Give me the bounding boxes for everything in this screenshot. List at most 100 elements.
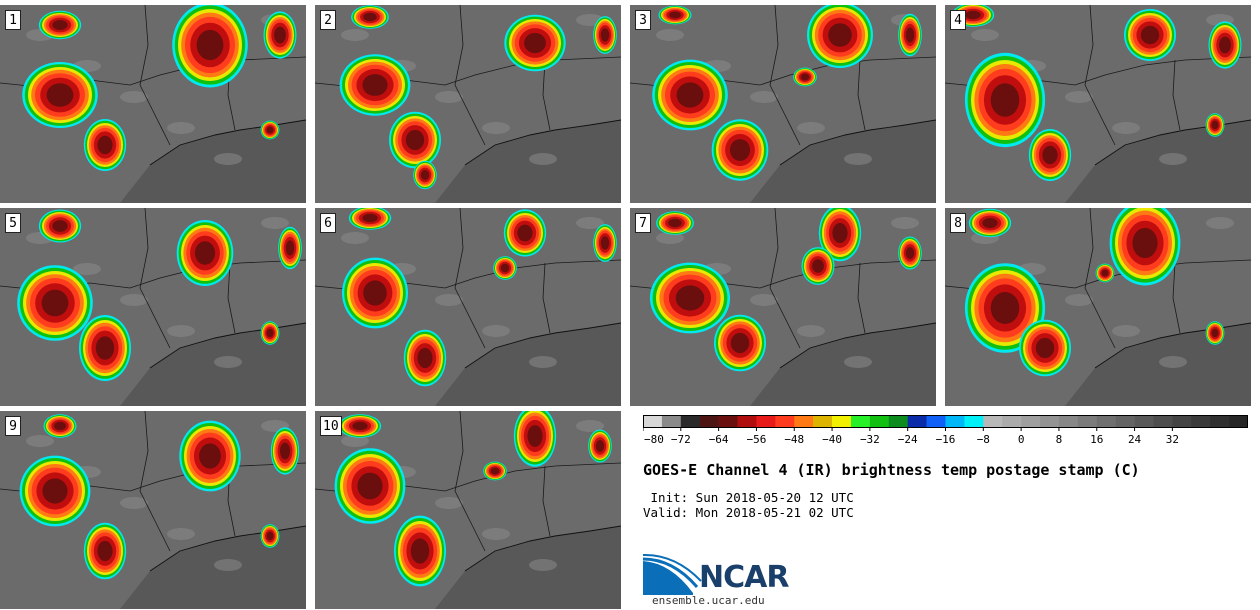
coastline <box>779 322 936 369</box>
convective-cell <box>285 240 295 256</box>
colorbar-tick-label: −32 <box>860 433 880 445</box>
convective-cell <box>490 467 500 475</box>
state-border <box>454 5 486 146</box>
coastline <box>464 322 621 369</box>
panel-label: 2 <box>320 10 336 30</box>
colorbar-tick-label: −64 <box>709 433 729 445</box>
convective-cell <box>41 289 69 317</box>
convective-cell <box>675 285 705 311</box>
gulf-of-mexico <box>120 323 306 406</box>
colorbar-swatch <box>1134 415 1154 428</box>
colorbar-swatch <box>794 415 814 428</box>
panel-label: 4 <box>950 10 966 30</box>
cloud-wisp <box>529 153 557 165</box>
colorbar-swatch <box>1115 415 1135 428</box>
convective-cell <box>52 20 68 30</box>
temperature-colorbar: −80 −72 −64 −56 −48 −40 −32 −24 −16 −8 0 8 16 24 32 <box>643 415 1248 445</box>
convective-cell <box>196 29 224 61</box>
convective-cell <box>363 12 377 22</box>
cloud-wisp <box>576 217 604 229</box>
convective-cell <box>1042 145 1058 165</box>
colorbar-swatch <box>1172 415 1192 428</box>
gulf-of-mexico <box>120 526 306 609</box>
cloud-wisp <box>167 528 195 540</box>
convective-cell <box>527 425 543 447</box>
cloud-wisp <box>120 294 148 306</box>
state-border <box>227 262 236 334</box>
cloud-wisp <box>656 232 684 244</box>
cloud-wisp <box>891 217 919 229</box>
state-border <box>139 411 171 552</box>
colorbar-swatch <box>832 415 852 428</box>
convective-cell <box>965 10 981 20</box>
ir-map-7 <box>630 208 936 406</box>
state-border <box>857 59 866 131</box>
panel-label: 1 <box>5 10 21 30</box>
state-border <box>857 262 866 334</box>
convective-cell <box>982 218 998 228</box>
convective-cell <box>800 73 810 81</box>
colorbar-tick-label: −40 <box>822 433 842 445</box>
convective-cell <box>266 328 274 338</box>
convective-cell <box>729 139 751 161</box>
figure-title: GOES-E Channel 4 (IR) brightness temp po… <box>643 461 1140 479</box>
gulf-of-mexico <box>435 323 621 406</box>
cloud-wisp <box>26 435 54 447</box>
convective-cell <box>1140 25 1160 45</box>
init-time: Init: Sun 2018-05-20 12 UTC <box>643 490 854 505</box>
colorbar-swatch <box>1153 415 1173 428</box>
convective-cell <box>410 538 430 564</box>
ir-map-5 <box>0 208 306 406</box>
cloud-wisp <box>750 91 778 103</box>
ir-map-6 <box>315 208 621 406</box>
colorbar-tick-label: 32 <box>1166 433 1179 445</box>
cloud-wisp <box>971 29 999 41</box>
logo-text: NCAR <box>699 560 789 595</box>
convective-cell <box>95 336 115 360</box>
ir-map-8 <box>945 208 1251 406</box>
colorbar-tick-label: 8 <box>1056 433 1063 445</box>
convective-cell <box>420 170 430 180</box>
convective-cell <box>52 220 68 232</box>
convective-cell <box>362 74 388 96</box>
cloud-wisp <box>482 528 510 540</box>
gulf-of-mexico <box>435 120 621 203</box>
convective-cell <box>357 472 383 500</box>
convective-cell <box>97 135 113 155</box>
colorbar-tick-label: −16 <box>936 433 956 445</box>
convective-cell <box>417 347 433 369</box>
convective-cell <box>905 27 915 43</box>
cloud-wisp <box>1065 294 1093 306</box>
ir-map-1 <box>0 5 306 203</box>
convective-cell <box>668 218 682 228</box>
postage-stamp-7: 7 <box>630 208 936 406</box>
convective-cell <box>812 259 824 273</box>
convective-cell <box>1211 120 1219 130</box>
coastline <box>779 119 936 166</box>
colorbar-tick-label: −72 <box>671 433 691 445</box>
colorbar-swatch <box>1229 415 1248 428</box>
ir-map-3 <box>630 5 936 203</box>
coastline <box>1094 119 1251 166</box>
cloud-wisp <box>214 559 242 571</box>
colorbar-tick-label: −80 <box>644 433 664 445</box>
convective-cell <box>46 83 74 107</box>
postage-stamp-3: 3 <box>630 5 936 203</box>
colorbar-swatch <box>680 415 701 428</box>
coastline <box>149 525 306 572</box>
panel-label: 3 <box>635 10 651 30</box>
cloud-wisp <box>1159 356 1187 368</box>
cloud-wisp <box>341 232 369 244</box>
cloud-wisp <box>1065 91 1093 103</box>
ncar-logo-icon <box>643 553 702 595</box>
colorbar-swatch <box>643 415 663 428</box>
colorbar-swatch <box>1002 415 1022 428</box>
state-border <box>454 411 486 552</box>
colorbar-tick-label: −8 <box>977 433 990 445</box>
state-border <box>542 59 551 131</box>
colorbar-swatch <box>1096 415 1116 428</box>
colorbar-swatch <box>1191 415 1211 428</box>
convective-cell <box>1101 269 1109 277</box>
cloud-wisp <box>341 29 369 41</box>
panel-label: 10 <box>320 416 342 436</box>
